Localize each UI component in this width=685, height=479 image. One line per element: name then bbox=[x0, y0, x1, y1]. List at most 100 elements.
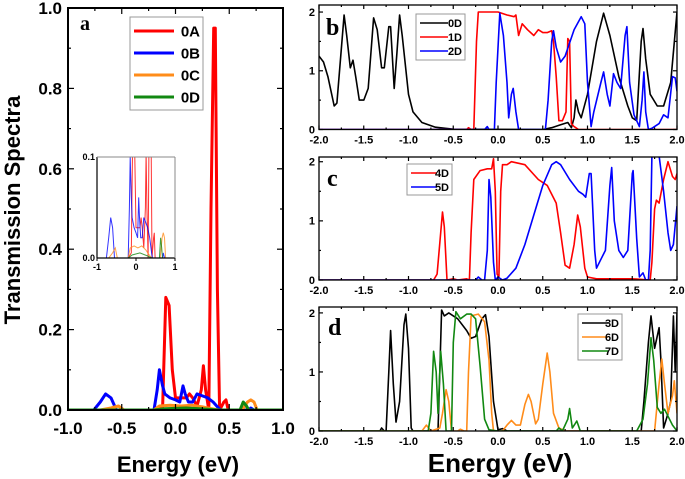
x-tick-label: 2.0 bbox=[669, 436, 684, 448]
x-tick-label: 1.0 bbox=[271, 419, 295, 438]
x-tick-label: 0.0 bbox=[164, 419, 188, 438]
x-tick-label: -1.0 bbox=[53, 419, 82, 438]
inset-series-line-0A bbox=[97, 157, 175, 258]
x-tick-label: -0.5 bbox=[444, 285, 463, 297]
x-tick-label: -2.0 bbox=[310, 285, 329, 297]
y-tick-label: 1 bbox=[309, 66, 315, 78]
legend-label-1D: 1D bbox=[448, 32, 462, 44]
series-line-0A bbox=[68, 26, 283, 410]
x-tick-label: -0.5 bbox=[444, 436, 463, 448]
series-group bbox=[319, 11, 677, 130]
x-tick-label: 1.5 bbox=[625, 285, 640, 297]
x-tick-label: -0.5 bbox=[444, 135, 463, 147]
series-line-0C bbox=[68, 398, 283, 410]
legend-label-0A: 0A bbox=[181, 24, 200, 41]
x-tick-label: -1.0 bbox=[399, 436, 418, 448]
y-tick-label: 0.4 bbox=[38, 240, 62, 259]
series-line-3D bbox=[319, 309, 677, 431]
legend: 0D 1D 2D bbox=[415, 13, 466, 61]
x-tick-label: -0.5 bbox=[107, 419, 136, 438]
series-line-0D bbox=[319, 11, 677, 130]
plot-frame bbox=[318, 306, 678, 432]
x-tick-label: 1.0 bbox=[580, 135, 595, 147]
inset-x-tick-label: 0 bbox=[133, 262, 138, 272]
x-tick-label: 1.0 bbox=[580, 285, 595, 297]
panel-label-d: d bbox=[328, 315, 342, 341]
legend-label-4D: 4D bbox=[435, 168, 449, 180]
y-tick-label: 0.0 bbox=[38, 401, 62, 420]
inset-series-group bbox=[97, 157, 175, 258]
y-tick-label: 0.6 bbox=[38, 160, 62, 179]
series-line-7D bbox=[319, 310, 677, 431]
series-line-4D bbox=[319, 158, 677, 280]
x-tick-label: -1.5 bbox=[354, 285, 373, 297]
legend-label-7D: 7D bbox=[605, 346, 619, 358]
y-tick-label: 0.2 bbox=[38, 321, 62, 340]
x-tick-label: -1.0 bbox=[399, 135, 418, 147]
series-line-5D bbox=[319, 157, 677, 280]
panel-b: -2.0 -1.5 -1.0 -0.5 0.0 0.5 1.0 1.5 2.0 0 1 2b 0D 1D 2… bbox=[309, 4, 685, 147]
series-line-6D bbox=[319, 313, 677, 431]
x-axis-title: Energy (eV) bbox=[117, 452, 239, 477]
legend-label-0D: 0D bbox=[448, 18, 462, 30]
legend-label-5D: 5D bbox=[435, 182, 449, 194]
inset-y-tick-label: 0.0 bbox=[82, 253, 95, 263]
series-group bbox=[319, 157, 677, 280]
y-tick-label: 0 bbox=[309, 426, 315, 438]
x-tick-label: 1.5 bbox=[625, 436, 640, 448]
x-tick-label: 0.5 bbox=[535, 436, 550, 448]
inset: -1 0 1 0.0 0.1 bbox=[82, 152, 177, 272]
x-tick-label: 0.0 bbox=[490, 436, 505, 448]
x-tick-label: 0.5 bbox=[217, 419, 241, 438]
x-tick-label: 0.5 bbox=[535, 285, 550, 297]
x-tick-label: 1.0 bbox=[580, 436, 595, 448]
x-tick-label: 1.5 bbox=[625, 135, 640, 147]
legend: 3D 6D 7D bbox=[577, 313, 623, 361]
inset-x-tick-label: 1 bbox=[172, 262, 177, 272]
series-line-1D bbox=[319, 11, 677, 130]
y-tick-label: 2 bbox=[309, 157, 315, 169]
legend-label-2D: 2D bbox=[448, 46, 462, 58]
y-tick-label: 1.0 bbox=[38, 0, 62, 18]
panel-d: -2.0 -1.5 -1.0 -0.5 0.0 0.5 1.0 1.5 2.0 0 1 2 d 3D 6D 7… bbox=[309, 306, 685, 478]
y-tick-label: 1 bbox=[309, 367, 315, 379]
x-tick-label: 0.5 bbox=[535, 135, 550, 147]
x-tick-label: 0.0 bbox=[490, 135, 505, 147]
x-tick-label: -2.0 bbox=[310, 436, 329, 448]
panel-label-b: b bbox=[326, 15, 339, 41]
inset-series-line-0D bbox=[97, 237, 175, 258]
inset-y-tick-label: 0.1 bbox=[82, 152, 95, 162]
x-tick-label: -1.5 bbox=[354, 135, 373, 147]
y-tick-label: 0 bbox=[309, 124, 315, 136]
inset-series-line-0B bbox=[97, 157, 175, 258]
series-line-2D bbox=[319, 12, 677, 130]
inset-series-line-0C bbox=[97, 232, 175, 258]
legend-label-0D: 0D bbox=[181, 90, 200, 107]
x-tick-label: 2.0 bbox=[669, 135, 684, 147]
x-tick-label: 2.0 bbox=[669, 285, 684, 297]
panel-a: -1.0 -0.5 0.0 0.5 1.0 0.0 0.2 0.4 0.6 0.8 1.0 a 0A 0B… bbox=[0, 0, 295, 477]
panel-label-a: a bbox=[80, 13, 90, 35]
legend-label-6D: 6D bbox=[605, 332, 619, 344]
panel-label-c: c bbox=[327, 166, 338, 192]
x-tick-label: -2.0 bbox=[310, 135, 329, 147]
legend-label-0B: 0B bbox=[181, 46, 200, 63]
inset-x-tick-label: -1 bbox=[93, 262, 101, 272]
y-tick-label: 2 bbox=[309, 308, 315, 320]
plot-frame bbox=[318, 156, 678, 281]
legend-label-0C: 0C bbox=[181, 68, 200, 85]
x-tick-label: -1.5 bbox=[354, 436, 373, 448]
y-tick-label: 0 bbox=[309, 275, 315, 287]
legend-box bbox=[406, 163, 453, 196]
legend-label-3D: 3D bbox=[605, 318, 619, 330]
series-group bbox=[319, 309, 677, 431]
y-tick-label: 1 bbox=[309, 216, 315, 228]
y-axis-title: Transmission Spectra bbox=[0, 95, 25, 324]
x-tick-label: 0.0 bbox=[490, 285, 505, 297]
x-axis-title: Energy (eV) bbox=[428, 448, 573, 478]
legend: 0A 0B 0C 0D bbox=[129, 16, 204, 111]
